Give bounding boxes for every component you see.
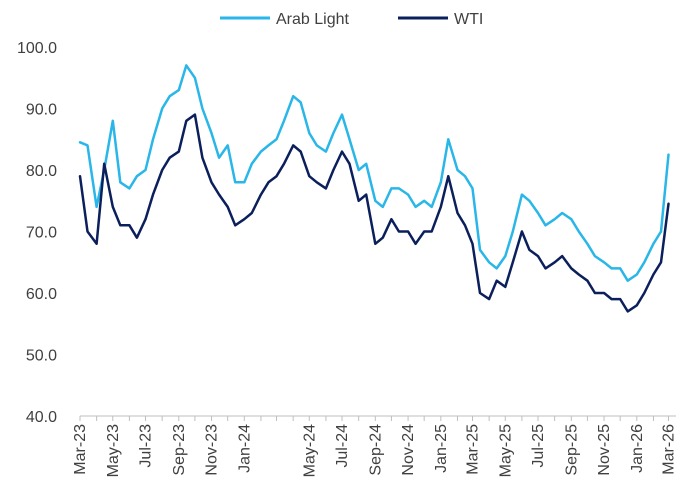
x-tick-label: Jul-23	[138, 424, 155, 468]
plot-area	[78, 64, 670, 313]
x-tick-label: May-23	[105, 424, 122, 477]
x-tick-label: Sep-25	[563, 424, 580, 476]
x-tick-label: Jan-24	[236, 424, 253, 473]
x-tick-label: May-25	[497, 424, 514, 477]
x-tick-label: Sep-23	[171, 424, 188, 476]
x-tick-label: Jul-24	[334, 424, 351, 468]
legend-label-wti: WTI	[454, 11, 483, 28]
y-tick-label: 50.0	[26, 348, 57, 365]
y-tick-label: 60.0	[26, 286, 57, 303]
x-tick-label: Nov-24	[400, 424, 417, 476]
x-tick-label: Sep-24	[367, 424, 384, 476]
y-tick-label: 90.0	[26, 102, 57, 119]
x-tick-label: Nov-23	[204, 424, 221, 476]
x-axis: Mar-23 May-23 Jul-23 Sep-23 Nov-23 Jan-24 May-…	[72, 415, 677, 477]
x-tick-label: Mar-23	[72, 424, 89, 475]
series-line-arab-light	[78, 64, 670, 282]
legend: Arab Light WTI	[220, 11, 483, 28]
x-tick-label: Nov-25	[596, 424, 613, 476]
y-tick-label: 80.0	[26, 163, 57, 180]
legend-label-arab-light: Arab Light	[276, 11, 349, 28]
x-tick-label: Mar-26	[660, 424, 677, 475]
series-line-wti	[78, 113, 670, 313]
x-tick-label: May-24	[301, 424, 318, 477]
x-tick-label: Jul-25	[530, 424, 547, 468]
y-tick-label: 40.0	[26, 409, 57, 426]
x-tick-label: Jan-25	[433, 424, 450, 473]
x-tick-label: Jan-26	[629, 424, 646, 473]
y-axis: 40.0 50.0 60.0 70.0 80.0 90.0 100.0	[17, 40, 57, 426]
y-tick-label: 100.0	[17, 40, 57, 57]
x-tick-label: Mar-25	[465, 424, 482, 475]
y-tick-label: 70.0	[26, 225, 57, 242]
